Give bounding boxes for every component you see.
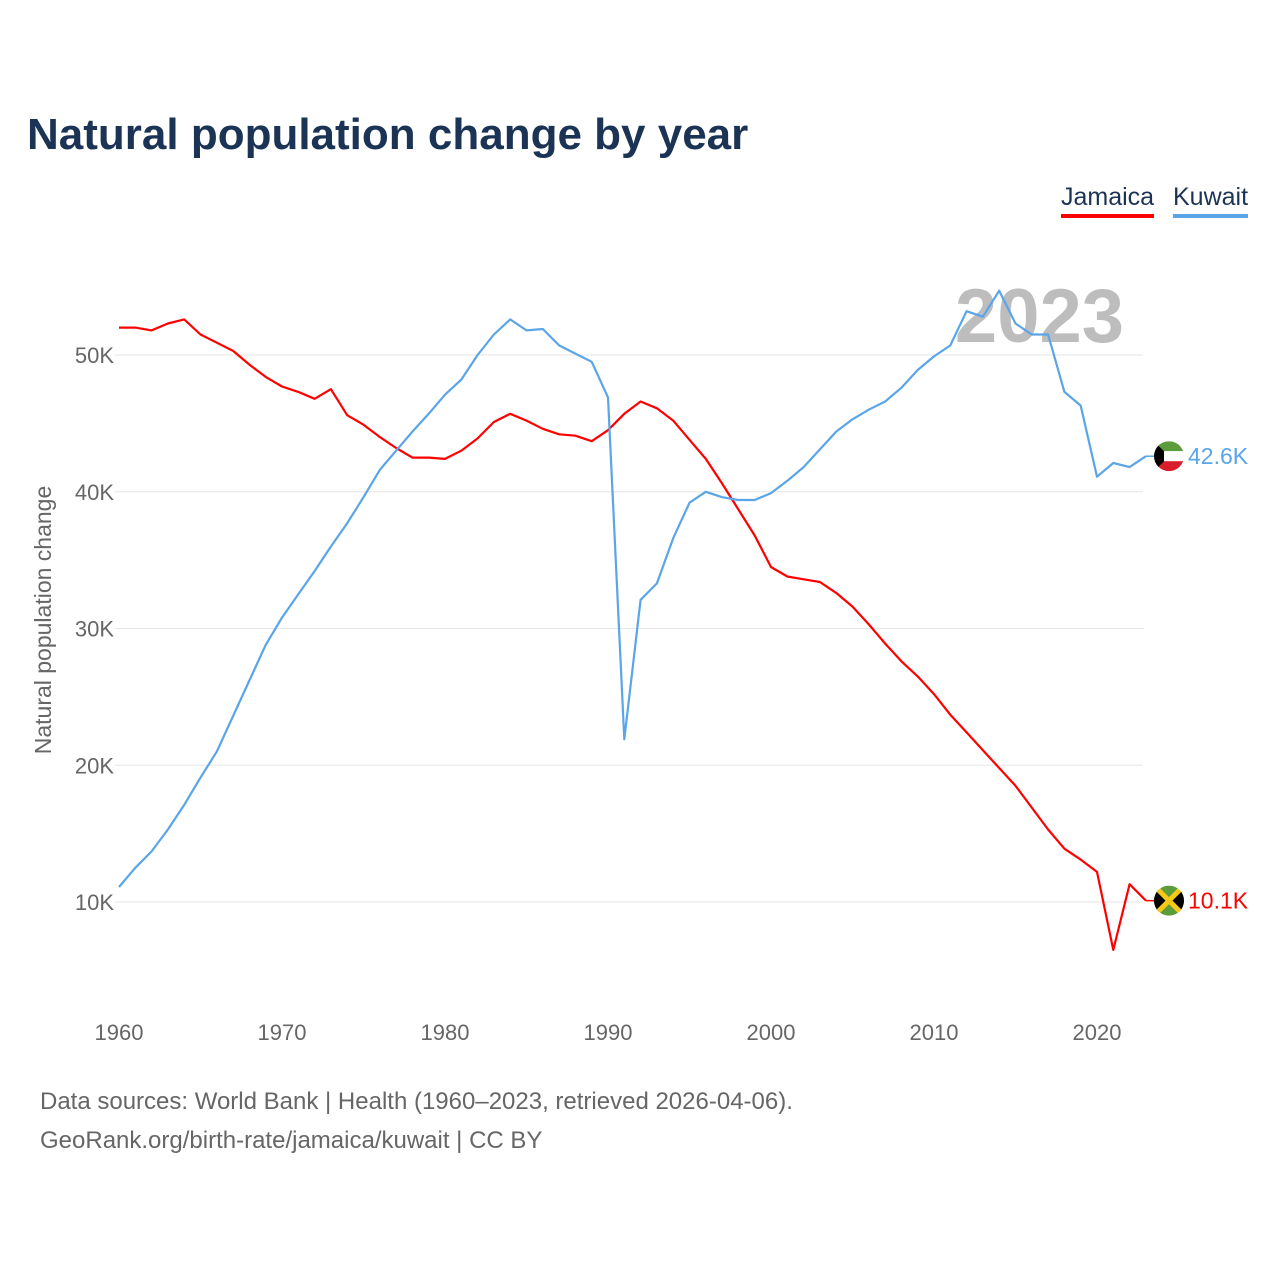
y-tick-label: 30K [75, 617, 114, 642]
y-tick-label: 40K [75, 480, 114, 505]
series-line-kuwait [118, 289, 1147, 888]
x-tick-label: 2020 [1073, 1020, 1122, 1045]
source-url[interactable]: GeoRank.org/birth-rate/jamaica/kuwait | … [40, 1127, 543, 1154]
legend-jamaica[interactable]: Jamaica [1061, 183, 1155, 218]
end-value-label: 10.1K [1188, 888, 1249, 914]
x-tick-label: 1990 [584, 1020, 633, 1045]
y-tick-label: 20K [75, 753, 114, 778]
x-tick-label: 1960 [95, 1020, 144, 1045]
x-tick-label: 1970 [258, 1020, 307, 1045]
jamaica-flag-icon [1154, 885, 1184, 916]
end-value-label: 42.6K [1188, 443, 1249, 469]
x-tick-label: 2010 [910, 1020, 959, 1045]
series-line-jamaica [119, 318, 1147, 952]
legend-kuwait[interactable]: Kuwait [1173, 183, 1249, 218]
kuwait-flag-icon [1154, 441, 1184, 472]
y-axis-label: Natural population change [30, 486, 56, 755]
source-line: Data sources: World Bank | Health (1960–… [40, 1088, 793, 1115]
y-tick-label: 50K [75, 343, 114, 368]
x-tick-label: 1980 [421, 1020, 470, 1045]
x-tick-label: 2000 [747, 1020, 796, 1045]
chart-title: Natural population change by year [27, 110, 749, 159]
y-tick-label: 10K [75, 890, 114, 915]
